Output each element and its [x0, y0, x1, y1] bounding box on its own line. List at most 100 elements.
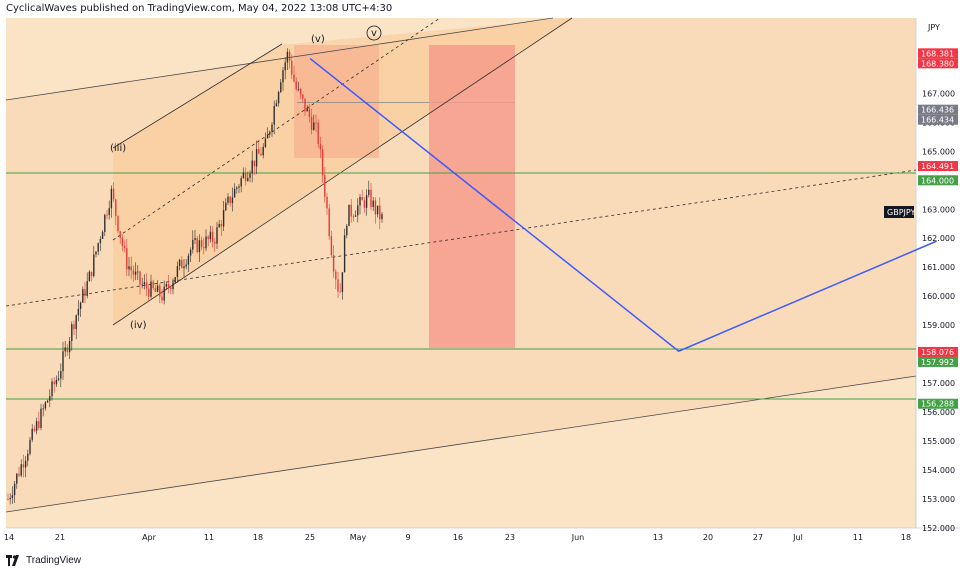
y-tick-label: 165.000: [922, 147, 955, 156]
candle-body: [7, 499, 9, 500]
tradingview-logo-icon: [6, 554, 19, 566]
candle-body: [209, 231, 212, 240]
y-tick-label: 159.000: [922, 321, 955, 330]
candle-body: [53, 381, 55, 385]
candle-body: [299, 88, 302, 95]
candle-body: [82, 289, 84, 303]
candle-body: [9, 497, 11, 500]
candle-body: [196, 238, 198, 253]
candle-body: [73, 324, 75, 330]
footer-brand-text: TradingView: [26, 554, 82, 566]
candle-body: [381, 214, 383, 220]
candle-body: [145, 282, 148, 289]
candle-body: [64, 347, 66, 352]
candle-body: [68, 341, 71, 353]
x-tick-label: 23: [505, 533, 515, 542]
candle-body: [251, 160, 253, 174]
x-tick-label: 18: [253, 533, 263, 542]
candle-body: [148, 288, 150, 297]
candle-body: [161, 296, 163, 301]
candle-body: [185, 264, 187, 267]
candle-body: [273, 106, 275, 125]
candle-body: [218, 223, 220, 228]
candle-body: [275, 103, 278, 107]
y-tick-label: 152.000: [922, 524, 955, 533]
candle-body: [335, 271, 337, 280]
candle-body: [264, 138, 267, 147]
candle-body: [20, 464, 22, 476]
candle-body: [29, 439, 31, 454]
candle-body: [141, 284, 143, 286]
candle-body: [192, 239, 194, 250]
candle-body: [291, 60, 293, 75]
candle-body: [277, 92, 280, 104]
x-tick-label: Jun: [571, 533, 585, 542]
candle-body: [258, 149, 260, 154]
x-tick-label: Apr: [142, 533, 157, 542]
candle-body: [346, 225, 348, 236]
candle-body: [295, 81, 297, 90]
candle-body: [293, 74, 295, 82]
price-label: 166.436: [921, 106, 954, 115]
candle-body: [66, 347, 69, 353]
wave-v-box: [294, 45, 379, 158]
candle-body: [143, 282, 146, 285]
candle-body: [13, 483, 16, 496]
price-label: 168.380: [921, 59, 954, 68]
candle-body: [343, 235, 346, 273]
candle-body: [255, 149, 258, 167]
x-tick-label: 27: [753, 533, 763, 542]
wave-label-iv: (iv): [130, 320, 147, 331]
candle-body: [163, 286, 165, 301]
price-label-bg: [918, 398, 958, 409]
candle-body: [137, 271, 139, 273]
price-label: 166.434: [921, 116, 954, 125]
y-tick-label: 161.000: [922, 263, 955, 272]
price-label-bg: [918, 58, 958, 69]
candle-body: [62, 351, 64, 372]
candle-body: [18, 473, 20, 476]
candle-body: [271, 124, 273, 132]
price-axis[interactable]: [916, 18, 960, 528]
candle-body: [253, 160, 256, 167]
candle-body: [152, 281, 154, 289]
candle-body: [42, 408, 44, 410]
candle-body: [44, 402, 47, 409]
candle-body: [27, 453, 29, 461]
candle-body: [130, 266, 132, 271]
candle-body: [357, 205, 359, 216]
y-tick-label: 154.000: [922, 466, 955, 475]
candle-body: [350, 204, 352, 217]
x-tick-label: 11: [853, 533, 863, 542]
currency-label: JPY: [927, 23, 940, 32]
candle-body: [51, 381, 53, 397]
candle-body: [104, 214, 106, 232]
candle-body: [359, 197, 361, 206]
retrace-box: [297, 102, 515, 103]
candle-body: [181, 259, 183, 269]
candle-body: [361, 197, 363, 201]
candle-body: [139, 271, 141, 285]
x-tick-label: 13: [653, 533, 663, 542]
wave-label-v-circled: v: [371, 28, 377, 39]
candle-body: [22, 464, 25, 468]
x-tick-label: 25: [305, 533, 315, 542]
candle-body: [247, 177, 249, 181]
time-axis[interactable]: [6, 528, 916, 544]
symbol-tag[interactable]: [884, 206, 914, 218]
footer-brand[interactable]: TradingView: [6, 553, 81, 567]
wave-label-iii: (iii): [110, 143, 126, 154]
candle-body: [46, 400, 49, 403]
candle-body: [249, 173, 251, 178]
projection-path: [309, 57, 937, 353]
candle-body: [99, 238, 102, 244]
candle-body: [84, 289, 86, 297]
candle-body: [337, 279, 339, 292]
candle-body: [16, 473, 18, 484]
price-label: 156.288: [921, 400, 954, 409]
price-label-bg: [918, 48, 958, 59]
candle-body: [240, 177, 242, 187]
candle-body: [229, 196, 231, 204]
